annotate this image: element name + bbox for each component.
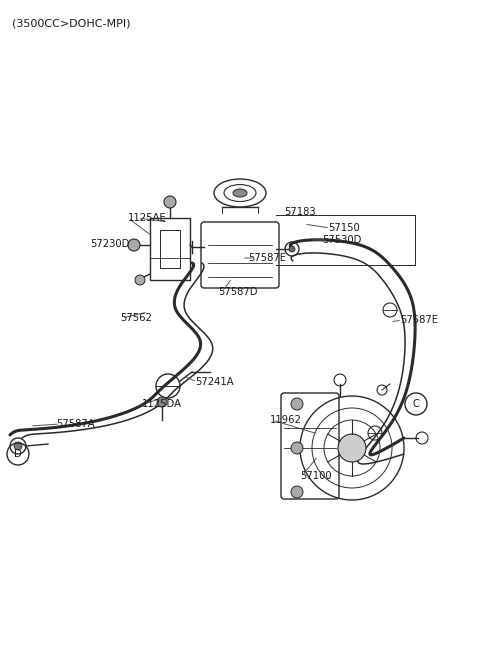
Text: 57587E: 57587E (248, 253, 286, 263)
Text: 57241A: 57241A (195, 377, 234, 387)
Bar (150, 218, 190, 280)
Text: 11962: 11962 (270, 415, 302, 425)
Circle shape (128, 239, 140, 251)
Text: 57587A: 57587A (56, 419, 95, 429)
Text: 57100: 57100 (300, 471, 332, 481)
Circle shape (291, 398, 303, 410)
Text: C: C (413, 399, 420, 409)
Text: 57562: 57562 (120, 313, 152, 323)
Bar (160, 230, 180, 268)
Text: D: D (14, 449, 22, 459)
Circle shape (289, 246, 295, 252)
Text: 1125AE: 1125AE (128, 213, 167, 223)
Text: 57587E: 57587E (400, 315, 438, 325)
Text: 57230D: 57230D (90, 239, 130, 249)
Text: 1125DA: 1125DA (142, 399, 182, 409)
Ellipse shape (233, 189, 247, 197)
Circle shape (291, 442, 303, 454)
Text: (3500CC>DOHC-MPI): (3500CC>DOHC-MPI) (12, 18, 131, 28)
Text: 57587D: 57587D (218, 287, 257, 297)
Circle shape (338, 434, 366, 462)
Circle shape (164, 196, 176, 208)
Text: 57530D: 57530D (322, 235, 361, 245)
Circle shape (14, 442, 22, 450)
Text: 57150: 57150 (328, 223, 360, 233)
Circle shape (291, 486, 303, 498)
Text: 57183: 57183 (284, 207, 316, 217)
Circle shape (135, 275, 145, 285)
Circle shape (157, 397, 167, 407)
